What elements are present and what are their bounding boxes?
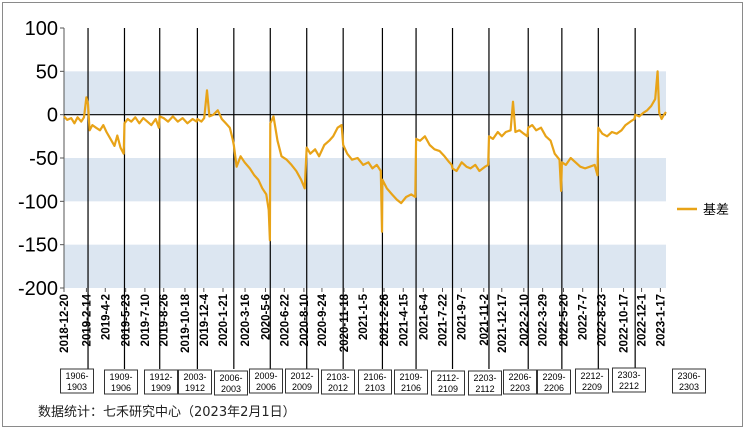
contract-label: 2112- (437, 373, 459, 383)
contract-label: 1909- (109, 372, 132, 382)
contract-label-box (285, 368, 319, 394)
contract-label: 2303 (679, 382, 699, 392)
x-tick-label: 2020-3-16 (240, 294, 252, 346)
contract-label-box (575, 368, 609, 394)
x-tick-label: 2019-8-26 (159, 294, 171, 346)
x-tick-label: 2021-4-15 (398, 293, 410, 346)
contract-label: 2006 (256, 382, 276, 392)
x-tick-label: 2021-1-5 (358, 293, 370, 340)
contract-label: 2212- (580, 371, 603, 381)
chart-frame (2, 2, 743, 427)
contract-label: 2009- (254, 371, 277, 381)
contract-label: 2009 (292, 382, 312, 392)
contract-label: 2206- (508, 372, 531, 382)
contract-label: 2106- (363, 372, 386, 382)
x-tick-label: 2022-7-7 (578, 294, 590, 340)
contract-label: 2209- (542, 372, 565, 382)
y-tick-label: -100 (18, 191, 58, 213)
x-tick-label: 2020-9-24 (317, 293, 329, 346)
x-tick-label: 2020-11-18 (339, 293, 351, 352)
x-tick-label: 2022-12-1 (637, 293, 649, 346)
contract-label: 2012 (328, 383, 348, 393)
x-tick-label: 2023-1-17 (655, 294, 667, 346)
contract-label-box (612, 367, 646, 393)
contract-label: 1906 (111, 383, 131, 393)
contract-label: 1912 (185, 383, 205, 393)
x-tick-label: 2022-2-10 (519, 294, 531, 346)
data-source-note: 数据统计：七禾研究中心（2023年2月1日） (38, 405, 296, 420)
x-tick-label: 2021-2-26 (379, 294, 391, 346)
x-tick-label: 2019-10-18 (180, 293, 192, 352)
y-tick-label: -150 (18, 235, 58, 257)
contract-label-box (672, 368, 706, 394)
contract-label: 1912- (149, 372, 172, 382)
contract-label: 2306- (677, 371, 700, 381)
legend-label: 基差 (703, 203, 729, 218)
y-tick-label: -50 (29, 148, 58, 170)
contract-label: 2106 (401, 383, 421, 393)
contract-label: 2109- (399, 372, 422, 382)
contract-label-box (321, 369, 355, 395)
contract-label: 2003- (183, 372, 206, 382)
shaded-band (64, 71, 666, 115)
x-tick-label: 2022-8-23 (597, 294, 609, 346)
y-tick-label: 100 (25, 18, 58, 40)
contract-label: 2112 (475, 384, 494, 394)
contract-label-box (249, 368, 283, 394)
contract-label-box (104, 369, 138, 395)
y-tick-label: 0 (47, 105, 58, 127)
contract-label: 2209 (582, 382, 602, 392)
y-tick-label: 50 (36, 61, 58, 83)
contract-label-box (144, 369, 178, 395)
basis-series-line (63, 70, 667, 242)
contract-label: 2006- (219, 373, 242, 383)
contract-label-box (431, 370, 465, 396)
x-tick-label: 2021-7-22 (438, 294, 450, 346)
x-tick-label: 2019-4-2 (100, 294, 112, 340)
x-tick-label: 2019-2-14 (81, 293, 93, 346)
contract-label-box (358, 369, 392, 395)
contract-label-box (178, 369, 212, 395)
contract-label: 2003 (221, 384, 241, 394)
x-tick-label: 2018-12-20 (59, 294, 71, 353)
contract-label: 2203 (510, 383, 530, 393)
x-tick-label: 2019-12-4 (199, 293, 211, 346)
x-tick-label: 2021-9-7 (456, 294, 468, 340)
x-tick-label: 2020-5-6 (260, 294, 272, 340)
contract-label-box (60, 368, 94, 394)
y-tick-label: -200 (18, 278, 58, 300)
x-tick-label: 2021-6-4 (418, 293, 430, 340)
x-tick-label: 2019-7-10 (140, 294, 152, 346)
contract-label-box (503, 369, 537, 395)
contract-label-box (468, 370, 502, 396)
x-tick-label: 2022-3-29 (538, 294, 550, 346)
contract-label: 2109 (438, 384, 458, 394)
contract-label: 2103- (326, 372, 349, 382)
x-tick-label: 2022-10-17 (619, 294, 631, 353)
contract-label: 2012- (290, 371, 313, 381)
contract-label: 2206 (544, 383, 564, 393)
contract-label: 2203- (473, 373, 496, 383)
x-tick-label: 2021-11-2 (479, 294, 491, 346)
contract-label-box (394, 369, 428, 395)
x-tick-label: 2020-6-22 (279, 294, 291, 346)
x-tick-label: 2021-12-17 (497, 294, 509, 353)
contract-label: 2303- (617, 370, 640, 380)
contract-label: 1906- (65, 371, 88, 381)
x-tick-label: 2020-8-10 (299, 294, 311, 346)
contract-label-box (214, 370, 248, 396)
shaded-band (64, 244, 666, 288)
contract-label: 2212 (619, 381, 639, 391)
contract-label: 2103 (365, 383, 385, 393)
contract-label: 1909 (151, 383, 171, 393)
contract-label-box (537, 369, 571, 395)
x-tick-label: 2022-5-20 (558, 294, 570, 346)
contract-label: 1903 (67, 382, 87, 392)
x-tick-label: 2020-1-21 (218, 293, 230, 346)
x-tick-label: 2019-5-23 (121, 294, 133, 346)
